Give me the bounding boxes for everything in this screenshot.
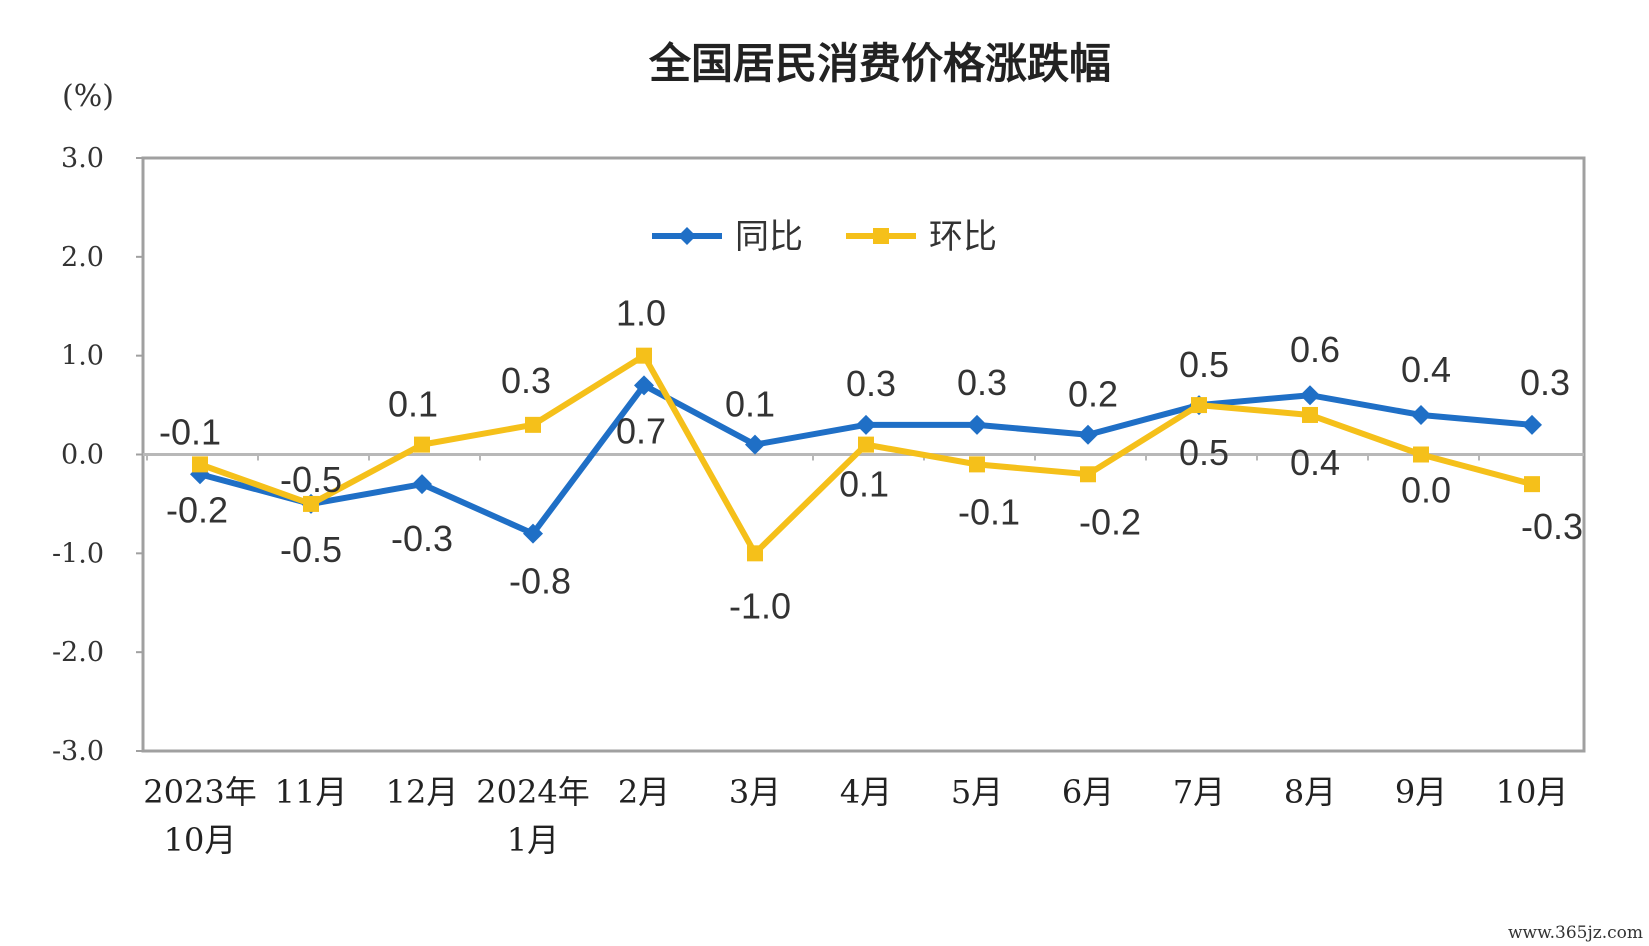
yoy-data-label: 0.4: [1401, 349, 1451, 390]
legend-label-yoy: 同比: [735, 217, 803, 257]
mom-marker: [192, 456, 208, 473]
chart-title: 全国居民消费价格涨跌幅: [648, 39, 1111, 88]
mom-marker: [969, 456, 985, 473]
mom-data-label: -0.1: [159, 411, 221, 452]
yoy-data-label: 0.2: [1068, 374, 1118, 415]
x-axis: 2023年 10月 11月 12月 2024年 1月 2月 3月 4月 5月 6月 7月 8月 9月 10月: [143, 454, 1569, 859]
yoy-marker: [1300, 385, 1320, 406]
mom-marker: [1302, 406, 1318, 423]
yoy-data-label: 0.3: [957, 362, 1007, 403]
mom-marker: [525, 416, 541, 433]
mom-data-label: 0.0: [1401, 470, 1451, 511]
x-tick-label: 10月: [1496, 773, 1569, 811]
y-tick-label: 0.0: [61, 440, 104, 471]
mom-marker: [1524, 476, 1540, 493]
x-tick-label: 10月: [164, 821, 237, 859]
yoy-data-label: -0.3: [391, 518, 453, 559]
mom-marker: [1080, 466, 1096, 483]
yoy-marker: [856, 414, 876, 435]
x-tick-label: 9月: [1395, 773, 1447, 811]
y-tick-label: 2.0: [61, 242, 104, 273]
x-tick-label: 2024年: [476, 773, 589, 811]
x-tick-label: 2月: [618, 773, 670, 811]
mom-data-label: -0.5: [280, 459, 342, 500]
x-tick-label: 4月: [840, 773, 892, 811]
y-tick-label: -3.0: [52, 736, 104, 767]
yoy-data-label: 0.3: [1520, 362, 1570, 403]
yoy-data-label: -0.5: [280, 529, 342, 570]
y-axis: 3.0 2.0 1.0 0.0 -1.0 -2.0 -3.0: [52, 143, 1584, 767]
mom-data-label: -1.0: [729, 585, 791, 626]
legend-marker-mom: [873, 228, 889, 244]
mom-data-label: 0.1: [388, 384, 438, 425]
yoy-marker: [1522, 414, 1542, 435]
mom-marker: [747, 545, 763, 562]
x-tick-label: 1月: [507, 821, 559, 859]
yoy-data-label: 0.6: [1290, 329, 1340, 370]
yoy-marker: [412, 474, 432, 495]
x-tick-label: 2023年: [143, 773, 256, 811]
series-layer: [190, 347, 1542, 562]
mom-data-label: -0.2: [1079, 501, 1141, 542]
legend-marker-yoy: [678, 227, 696, 245]
yoy-data-label: -0.2: [166, 489, 228, 530]
mom-marker: [636, 347, 652, 364]
mom-marker: [303, 495, 319, 512]
mom-data-label: 0.4: [1290, 442, 1340, 483]
x-tick-label: 3月: [729, 773, 781, 811]
yoy-data-label: 0.5: [1179, 344, 1229, 385]
yoy-marker: [523, 523, 543, 544]
x-tick-label: 11月: [275, 773, 348, 811]
x-tick-label: 7月: [1173, 773, 1225, 811]
mom-marker: [414, 436, 430, 453]
mom-marker: [858, 436, 874, 453]
mom-marker: [1413, 446, 1429, 463]
y-tick-label: 3.0: [61, 143, 104, 174]
yoy-data-label: -0.8: [509, 561, 571, 602]
yoy-marker: [1411, 404, 1431, 425]
yoy-marker: [634, 375, 654, 396]
mom-marker: [1191, 397, 1207, 414]
legend: 同比 环比: [652, 217, 997, 257]
yoy-marker: [967, 414, 987, 435]
mom-data-label: 0.3: [501, 360, 551, 401]
mom-data-label: 0.1: [839, 464, 889, 505]
yoy-data-label: 0.1: [725, 384, 775, 425]
mom-data-label: -0.1: [958, 491, 1020, 532]
x-tick-label: 8月: [1284, 773, 1336, 811]
yoy-data-label: 0.3: [846, 363, 896, 404]
legend-label-mom: 环比: [929, 217, 997, 257]
mom-data-label: 1.0: [616, 293, 666, 334]
x-tick-label: 6月: [1062, 773, 1114, 811]
x-tick-label: 5月: [951, 773, 1003, 811]
x-tick-label: 12月: [386, 773, 459, 811]
yoy-marker: [745, 434, 765, 455]
yoy-marker: [1078, 424, 1098, 445]
y-tick-label: 1.0: [61, 341, 104, 372]
data-label-layer: -0.2 -0.5 -0.3 -0.8 0.7 0.1 0.3 0.3 0.2 0.5 0.6 0.4…: [159, 293, 1583, 627]
mom-data-label: 0.5: [1179, 432, 1229, 473]
yoy-data-label: 0.7: [616, 410, 666, 451]
watermark-text: www.365jz.com: [1508, 923, 1643, 943]
y-tick-label: -2.0: [52, 637, 104, 668]
y-axis-unit-label: (%): [62, 79, 114, 114]
mom-data-label: -0.3: [1521, 506, 1583, 547]
y-tick-label: -1.0: [52, 538, 104, 569]
